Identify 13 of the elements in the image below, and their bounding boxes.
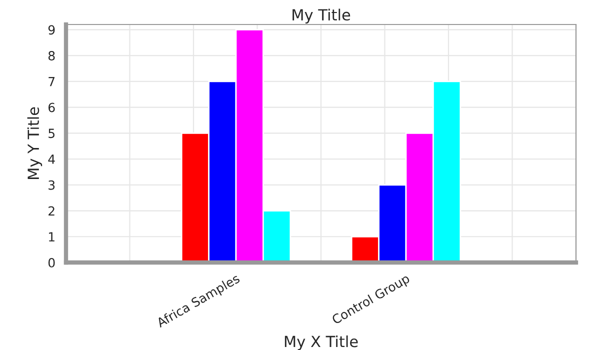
chart-title: My Title xyxy=(292,8,350,24)
y-tick-label: 2 xyxy=(48,206,54,216)
y-tick-label: 5 xyxy=(48,128,54,138)
y-tick-label: 8 xyxy=(48,51,55,60)
y-axis-title: My Y Title xyxy=(27,107,42,179)
y-tick-label: 6 xyxy=(48,102,55,112)
y-tick-label: 0 xyxy=(48,258,55,268)
y-tick-label: 7 xyxy=(48,77,55,86)
y-tick-label: 4 xyxy=(48,154,55,164)
y-tick-label: 3 xyxy=(48,180,55,190)
y-tick-label: 1 xyxy=(49,232,54,242)
y-tick-label: 9 xyxy=(48,25,55,35)
x-axis-title: My X Title xyxy=(284,335,358,350)
